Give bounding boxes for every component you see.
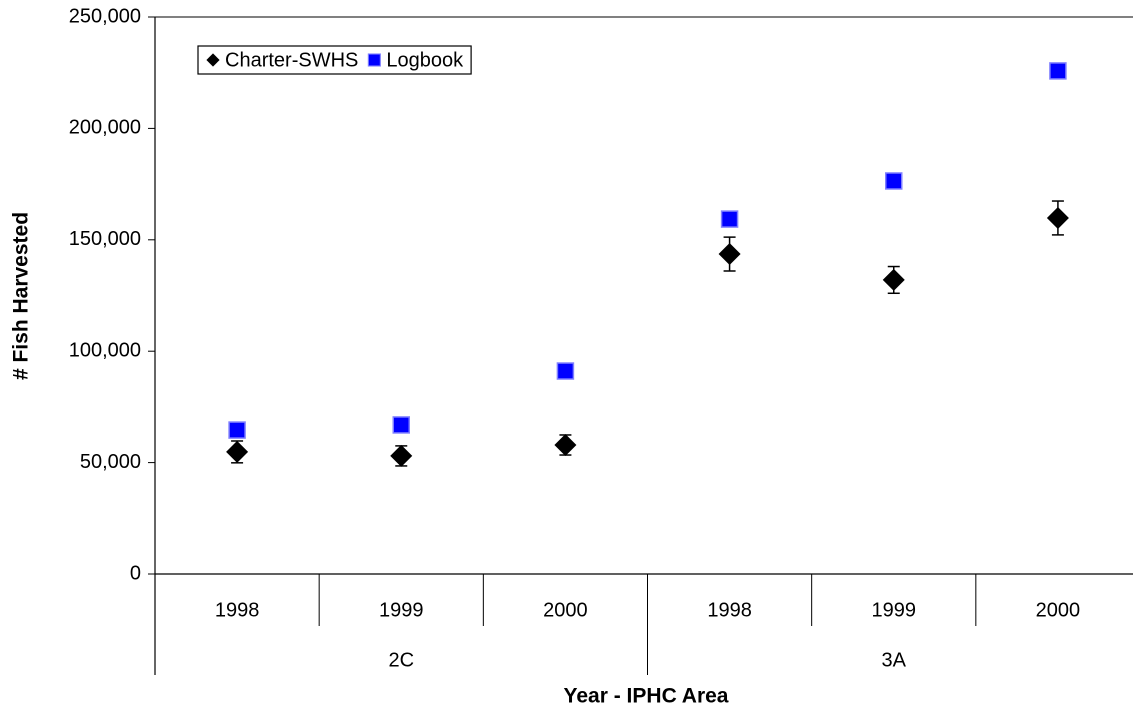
- data-point: [226, 440, 249, 463]
- y-axis-title: # Fish Harvested: [10, 212, 33, 380]
- y-tick-label: 250,000: [69, 5, 141, 27]
- legend-label: Charter-SWHS: [225, 49, 358, 71]
- data-point: [720, 210, 739, 228]
- data-point: [554, 433, 577, 456]
- y-tick-label: 0: [130, 562, 141, 584]
- group-label: 3A: [882, 649, 907, 671]
- x-axis-title: Year - IPHC Area: [564, 685, 729, 708]
- data-point: [392, 416, 410, 434]
- data-point: [228, 421, 246, 439]
- x-tick-label: 2000: [543, 599, 588, 621]
- y-tick-label: 100,000: [69, 339, 141, 361]
- x-tick-label: 1999: [872, 599, 917, 621]
- legend-symbol: [367, 53, 381, 67]
- legend-box: [197, 45, 472, 75]
- data-point: [718, 243, 741, 266]
- data-point: [556, 362, 575, 380]
- x-tick-label: 1999: [379, 599, 424, 621]
- y-tick-label: 150,000: [69, 228, 141, 250]
- legend-symbol: [206, 53, 220, 67]
- data-point: [1049, 62, 1067, 80]
- data-point: [882, 268, 905, 291]
- x-tick-label: 1998: [707, 599, 752, 621]
- y-tick-label: 200,000: [69, 117, 141, 139]
- data-point: [390, 444, 413, 467]
- legend-item: Logbook: [367, 49, 464, 71]
- y-tick-label: 50,000: [80, 451, 141, 473]
- x-tick-label: 1998: [215, 599, 260, 621]
- x-tick-label: 2000: [1036, 599, 1081, 621]
- legend-item: Charter-SWHS: [206, 49, 358, 71]
- data-point: [1046, 206, 1069, 229]
- group-label: 2C: [388, 649, 414, 671]
- legend-label: Logbook: [386, 49, 464, 71]
- data-point: [885, 172, 903, 190]
